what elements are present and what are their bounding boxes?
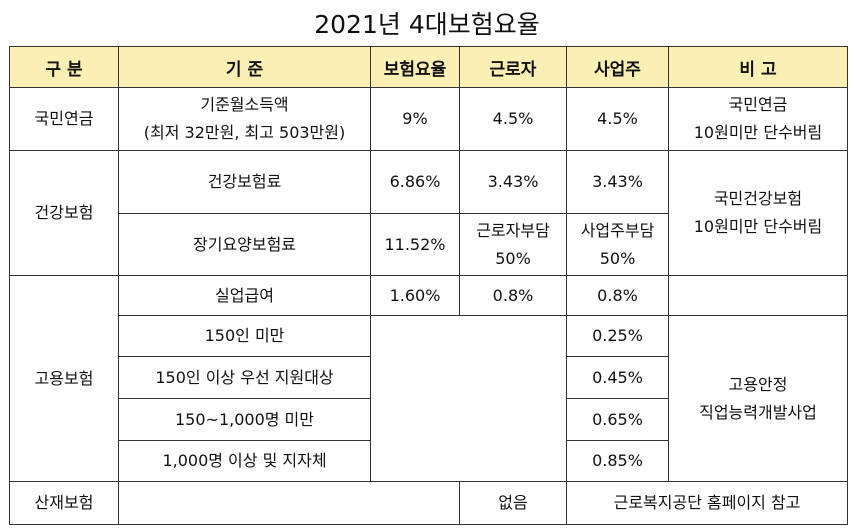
table-row: 150~1,000명 미만 0.65%: [10, 398, 848, 441]
health-worker-2-line1: 근로자부담: [476, 220, 550, 240]
health-note-line1: 국민건강보험: [713, 189, 803, 208]
health-worker-2-line2: 50%: [495, 248, 531, 268]
pension-note-line2: 10원미만 단수버림: [693, 123, 823, 142]
table-row: 장기요양보험료 11.52% 근로자부담 50% 사업주부담 50%: [10, 213, 848, 276]
header-note: 비 고: [668, 46, 848, 88]
employment-employer-2: 0.25%: [566, 315, 669, 357]
industrial-worker: 없음: [459, 481, 567, 525]
health-employer-2-line2: 50%: [599, 248, 636, 268]
employment-note-line2: 직업능력개발사업: [699, 402, 817, 422]
pension-basis-line1: 기준월소득액: [200, 95, 289, 114]
header-employer: 사업주: [566, 46, 669, 88]
health-employer-1: 3.43%: [566, 150, 669, 214]
industrial-note: 근로복지공단 홈페이지 참고: [566, 481, 848, 525]
employment-note-line1: 고용안정: [728, 374, 788, 394]
employment-name: 고용보험: [9, 275, 119, 482]
health-employer-2: 사업주부담 50%: [566, 213, 669, 276]
employment-employer-3: 0.45%: [566, 356, 669, 399]
pension-basis: 기준월소득액 (최저 32만원, 최고 503만원): [118, 87, 371, 151]
health-employer-2-line1: 사업주부담: [580, 220, 655, 240]
pension-worker: 4.5%: [459, 87, 567, 151]
health-basis-2: 장기요양보험료: [118, 213, 371, 276]
employment-employer-4: 0.65%: [566, 398, 669, 441]
pension-basis-line2: (최저 32만원, 최고 503만원): [143, 123, 346, 142]
employment-basis-4: 150~1,000명 미만: [118, 398, 371, 441]
health-note: 국민건강보험 10원미만 단수버림: [668, 150, 848, 276]
employment-worker-1: 0.8%: [459, 275, 567, 316]
employment-rate-1: 1.60%: [370, 275, 460, 316]
employment-employer-5: 0.85%: [566, 440, 669, 482]
employment-basis-5: 1,000명 이상 및 지자체: [118, 440, 371, 482]
pension-employer: 4.5%: [566, 87, 669, 151]
pension-note: 국민연금 10원미만 단수버림: [668, 87, 848, 151]
health-note-line2: 10원미만 단수버림: [693, 217, 823, 236]
employment-note-empty: [668, 275, 848, 316]
table-row: 150인 미만 0.25% 고용안정 직업능력개발사업: [10, 315, 848, 482]
health-basis-1: 건강보험료: [118, 150, 371, 214]
header-row: 구 분 기 준 보험요율 근로자 사업주 비 고: [9, 46, 848, 88]
pension-note-line1: 국민연금: [728, 95, 788, 114]
employment-basis-3: 150인 이상 우선 지원대상: [118, 356, 371, 399]
health-worker-2: 근로자부담 50%: [459, 213, 567, 276]
table-row: 고용보험 실업급여 1.60% 0.8% 0.8%: [9, 275, 848, 482]
header-rate: 보험요율: [370, 46, 460, 88]
table-row: 산재보험 없음 근로복지공단 홈페이지 참고: [9, 481, 848, 525]
table-row: 150인 이상 우선 지원대상 0.45%: [10, 356, 848, 399]
table-row: 1,000명 이상 및 지자체 0.85%: [10, 440, 848, 482]
employment-basis-1: 실업급여: [118, 275, 371, 316]
header-category: 구 분: [9, 46, 119, 88]
employment-blank-cell: [370, 315, 567, 482]
header-basis: 기 준: [118, 46, 371, 88]
pension-rate: 9%: [370, 87, 460, 151]
table-row: 국민연금 기준월소득액 (최저 32만원, 최고 503만원) 9% 4.5% …: [9, 87, 848, 151]
table-row: 건강보험 건강보험료 6.86% 3.43% 3.43% 국민건강보험 10원미…: [9, 150, 848, 276]
employment-basis-2: 150인 미만: [118, 315, 371, 357]
health-rate-1: 6.86%: [370, 150, 460, 214]
industrial-name: 산재보험: [9, 481, 119, 525]
employment-note: 고용안정 직업능력개발사업: [668, 315, 848, 482]
header-worker: 근로자: [459, 46, 567, 88]
industrial-blank: [118, 481, 460, 525]
health-worker-1: 3.43%: [459, 150, 567, 214]
insurance-rate-table: 구 분 기 준 보험요율 근로자 사업주 비 고 국민연금 기준월소득액 (최저…: [9, 46, 848, 525]
health-name: 건강보험: [9, 150, 119, 276]
pension-name: 국민연금: [9, 87, 119, 151]
employment-employer-1: 0.8%: [566, 275, 669, 316]
page-title: 2021년 4대보험요율: [314, 10, 540, 39]
health-rate-2: 11.52%: [370, 213, 460, 276]
